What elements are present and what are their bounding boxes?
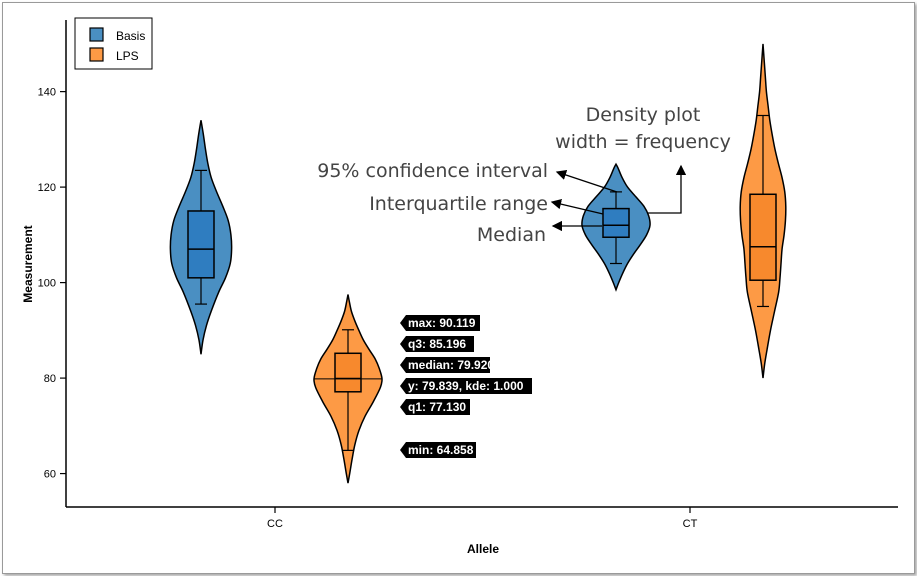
annotation-confidence-interval: 95% confidence interval xyxy=(317,160,548,182)
tooltip-label-1: q3: 85.196 xyxy=(408,337,466,351)
y-tick-label-80: 80 xyxy=(44,373,56,385)
tooltip-label-0: max: 90.119 xyxy=(408,316,476,330)
box-basis-cc xyxy=(187,210,215,279)
y-tick-label-120: 120 xyxy=(38,182,56,194)
x-tick-label-cc: CC xyxy=(267,518,283,530)
y-tick-label-100: 100 xyxy=(38,278,56,290)
x-tick-label-ct: CT xyxy=(683,518,698,530)
x-axis-label: Allele xyxy=(467,542,499,556)
legend-swatch-basis xyxy=(89,27,104,42)
legend-swatch-lps xyxy=(89,47,104,62)
tooltip-flag-0 xyxy=(400,315,480,331)
tooltip-label-3: y: 79.839, kde: 1.000 xyxy=(408,379,524,393)
annotation-arrows xyxy=(550,164,687,232)
box-lps-ct xyxy=(749,193,777,281)
y-axis-label: Measurement xyxy=(21,225,35,302)
tooltip-flag-5 xyxy=(400,442,476,458)
y-ticks: 60 80 100 120 140 xyxy=(38,87,66,481)
violins-layer xyxy=(169,43,787,484)
annotation-density-line1: Density plot xyxy=(586,104,701,126)
tooltip-flag-3 xyxy=(400,378,532,394)
annotation-interquartile-range: Interquartile range xyxy=(369,193,548,215)
annotation-density-line2: width = frequency xyxy=(555,131,731,153)
tooltip-flag-1 xyxy=(400,336,474,352)
legend-label-lps: LPS xyxy=(116,49,139,63)
legend: Basis LPS xyxy=(74,17,153,70)
box-basis-ct xyxy=(602,207,630,238)
tooltip-label-4: q1: 77.130 xyxy=(408,400,466,414)
arrow-interquartile-range xyxy=(550,199,604,215)
tooltip-flag-4 xyxy=(400,399,470,415)
annotations: Density plot width = frequency 95% confi… xyxy=(317,104,731,246)
x-ticks: CC CT xyxy=(267,507,698,530)
legend-box xyxy=(74,17,153,70)
y-tick-label-140: 140 xyxy=(38,87,56,99)
legend-label-basis: Basis xyxy=(116,29,145,43)
y-tick-label-60: 60 xyxy=(44,469,56,481)
annotation-median: Median xyxy=(477,224,546,246)
arrow-confidence-interval xyxy=(555,169,618,193)
tooltip-label-2: median: 79.920 xyxy=(408,358,494,372)
arrow-density-width xyxy=(648,164,687,214)
tooltip-label-5: min: 64.858 xyxy=(408,443,474,457)
box-lps-cc xyxy=(334,352,362,393)
tooltip: max: 90.119 q3: 85.196 median: 79.920 y: 79… xyxy=(400,315,532,458)
tooltip-flag-2 xyxy=(400,357,490,373)
